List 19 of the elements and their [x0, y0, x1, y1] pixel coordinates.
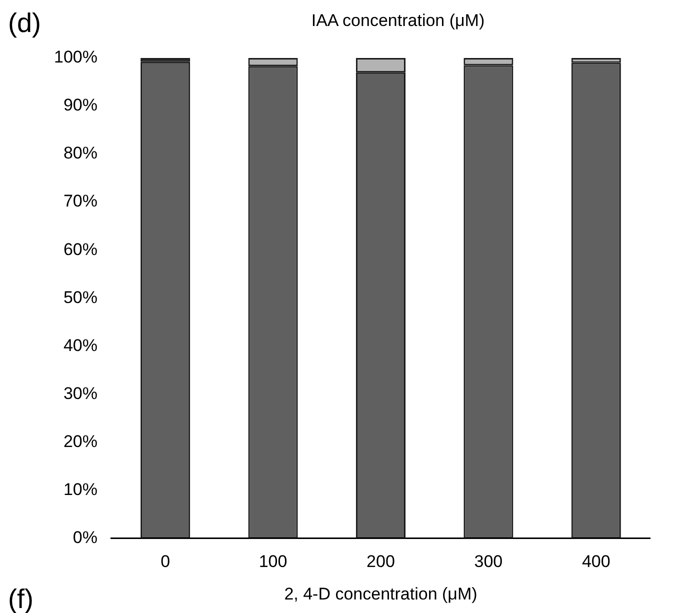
x-tick-label: 200	[366, 552, 395, 572]
x-tick-label: 100	[258, 552, 288, 572]
y-tick-label: 30%	[63, 384, 98, 403]
y-tick-label: 60%	[63, 240, 98, 259]
text: (d)	[8, 8, 41, 38]
x-axis-title: 2, 4-D concentration (μM)	[284, 584, 478, 604]
y-tick-label: 50%	[63, 288, 98, 307]
y-tick-label: 20%	[63, 432, 98, 451]
y-tick-label: 80%	[63, 144, 98, 163]
text: IAA concentration (μM)	[311, 11, 485, 30]
y-tick-label: 100%	[54, 48, 98, 67]
x-tick-label: 0	[160, 552, 170, 572]
y-tick-label: 90%	[63, 96, 98, 115]
y-tick-label: 70%	[63, 192, 98, 211]
y-tick-label: 0%	[72, 528, 98, 547]
y-tick-label: 10%	[63, 480, 98, 499]
x-tick-label: 300	[474, 552, 503, 572]
x-tick-label: 400	[582, 552, 610, 572]
y-tick-label: 40%	[63, 336, 98, 355]
